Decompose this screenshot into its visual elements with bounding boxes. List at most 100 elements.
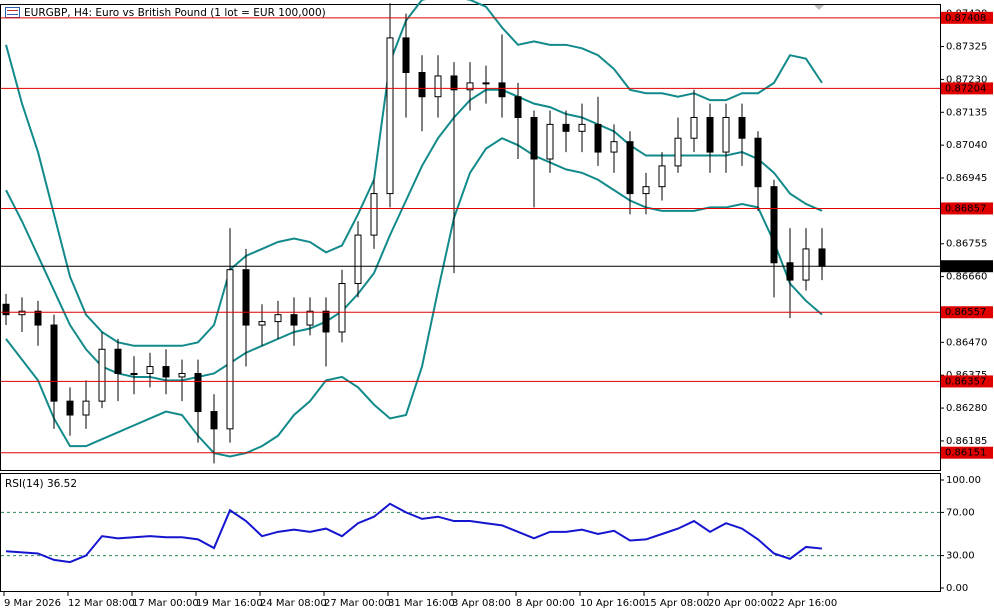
candle-body (50, 324, 58, 402)
x-tick-label: 24 Mar 08:00 (260, 598, 327, 609)
candle-body (226, 269, 234, 430)
candle-body (482, 82, 490, 85)
y-tick-label: 0.87135 (946, 107, 987, 118)
candle-body (770, 186, 778, 264)
candle-body (290, 314, 298, 326)
bollinger-band (5, 0, 823, 347)
x-tick-label: 31 Mar 16:00 (388, 598, 455, 609)
candle-body (82, 400, 90, 416)
candle-body (114, 348, 122, 374)
candle-body (674, 137, 682, 167)
candle-body (418, 71, 426, 98)
y-tick-label: 0.87325 (946, 42, 987, 53)
candle-body (530, 116, 538, 160)
candle-body (562, 123, 570, 132)
candle-body (642, 186, 650, 195)
candle-body (450, 75, 458, 91)
candle-body (610, 141, 618, 153)
candle-body (466, 82, 474, 91)
x-tick-label: 17 Mar 00:00 (132, 598, 199, 609)
x-tick-label: 27 Mar 00:00 (324, 598, 391, 609)
bollinger-band (5, 137, 823, 458)
candle-body (578, 123, 586, 132)
y-tick-label: 0.87040 (946, 140, 987, 151)
y-tick-label: 0.86470 (946, 337, 987, 348)
level-label: 0.86151 (945, 448, 986, 459)
x-tick-label: 3 Apr 08:00 (452, 598, 511, 609)
candle-body (2, 303, 10, 316)
candle-body (354, 234, 362, 285)
symbol-icon (5, 7, 20, 18)
rsi-panel (0, 473, 941, 592)
candle-body (66, 400, 74, 416)
candle-body (786, 262, 794, 281)
candle-body (306, 310, 314, 326)
candle-body (386, 37, 394, 195)
x-tick-label: 15 Apr 08:00 (644, 598, 709, 609)
candle-body (242, 269, 250, 326)
candle-body (514, 96, 522, 118)
y-tick-label: 0.86660 (946, 272, 987, 283)
candle-body (274, 314, 282, 323)
candle-body (258, 321, 266, 326)
rsi-title: RSI(14) 36.52 (5, 478, 77, 490)
level-label: 0.86557 (945, 307, 986, 318)
rsi-line (5, 502, 823, 564)
level-label-box (941, 202, 993, 215)
x-tick-label: 22 Apr 16:00 (772, 598, 837, 609)
level-label-box (941, 82, 993, 95)
candle-body (338, 283, 346, 333)
candle-body (194, 372, 202, 413)
candle-body (626, 141, 634, 195)
candle-body (818, 248, 826, 267)
chart-title: EURGBP, H4: Euro vs British Pound (1 lot… (24, 7, 326, 19)
candle-body (690, 116, 698, 139)
candle-body (18, 310, 26, 316)
x-tick-label: 8 Apr 00:00 (516, 598, 575, 609)
level-label-box (941, 375, 993, 388)
y-tick-label: 0.87230 (946, 74, 987, 85)
level-label: 0.86357 (945, 376, 986, 387)
candle-body (146, 366, 154, 374)
level-label: 0.86857 (945, 203, 986, 214)
y-tick-label: 100.00 (946, 475, 981, 486)
candle-body (34, 310, 42, 326)
y-tick-label: 30.00 (946, 551, 975, 562)
candle-body (722, 116, 730, 153)
candle-body (658, 165, 666, 188)
candle-body (706, 116, 714, 153)
bollinger-band (5, 88, 823, 382)
candle-body (210, 411, 218, 430)
candle-body (322, 310, 330, 333)
candle-body (130, 372, 138, 375)
candle-body (402, 37, 410, 73)
candle-body (546, 123, 554, 160)
candle-body (98, 348, 106, 402)
level-label-box (941, 306, 993, 319)
x-tick-label: 20 Apr 00:00 (708, 598, 773, 609)
candle-body (370, 193, 378, 236)
x-tick-label: 10 Apr 16:00 (580, 598, 645, 609)
y-tick-label: 0.86280 (946, 403, 987, 414)
level-label: 0.87204 (945, 83, 986, 94)
x-tick-label: 9 Mar 2026 (4, 598, 61, 609)
candle-body (754, 137, 762, 188)
current-price-label: 0.86690 (945, 261, 986, 272)
current-price-box (941, 260, 993, 273)
x-tick-label: 12 Mar 08:00 (68, 598, 135, 609)
candle-body (498, 82, 506, 98)
y-tick-label: 0.86945 (946, 173, 987, 184)
level-label-box (941, 11, 993, 24)
candle-body (178, 372, 186, 378)
y-tick-label: 0.00 (946, 583, 968, 594)
x-tick-label: 19 Mar 16:00 (196, 598, 263, 609)
candle-body (434, 75, 442, 98)
level-label: 0.87408 (945, 13, 986, 24)
candle-body (594, 123, 602, 153)
candle-body (162, 366, 170, 378)
candle-body (738, 116, 746, 139)
y-tick-label: 0.86185 (946, 436, 987, 447)
candle-body (802, 248, 810, 281)
level-label-box (941, 446, 993, 459)
